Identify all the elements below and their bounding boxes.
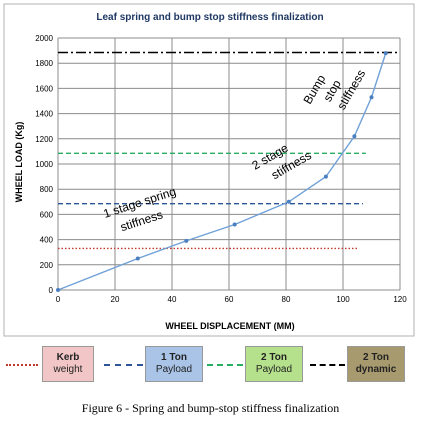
x-tick-label: 60 (225, 295, 234, 304)
legend-label-line2: weight (53, 364, 83, 375)
legend-label-line2: Payload (255, 364, 293, 375)
series-point (383, 51, 388, 56)
legend-entry: Kerb weight (42, 346, 94, 382)
y-tick-label: 1200 (35, 135, 53, 144)
y-tick-label: 600 (40, 210, 54, 219)
legend-swatch (207, 364, 243, 366)
y-tick-label: 1800 (35, 59, 53, 68)
series-point (352, 134, 357, 139)
legend-swatch (104, 364, 143, 366)
legend-swatch (6, 364, 38, 366)
x-tick-label: 80 (282, 295, 291, 304)
x-tick-label: 120 (393, 295, 407, 304)
legend-label-line1: 2 Ton (363, 352, 389, 363)
y-tick-labels: 0 200 400 600 800 1000 1200 1400 1600 1800 2000 (35, 34, 53, 295)
x-tick-label: 0 (56, 295, 61, 304)
series-point (56, 288, 60, 292)
series-point (323, 174, 328, 179)
y-tick-label: 400 (40, 236, 54, 245)
legend-label-line1: 2 Ton (261, 352, 287, 363)
series-point (232, 222, 237, 227)
y-tick-label: 800 (40, 185, 54, 194)
y-tick-label: 0 (49, 286, 54, 295)
series-point (286, 199, 291, 204)
legend-label-line1: Kerb (56, 352, 80, 363)
x-tick-label: 20 (111, 295, 120, 304)
legend-swatch (310, 364, 345, 366)
y-axis-label: WHEEL LOAD (Kg) (14, 122, 24, 203)
x-tick-label: 40 (168, 295, 177, 304)
legend-label-line2: Payload (155, 364, 193, 375)
x-tick-labels: 0 20 40 60 80 100 120 (56, 295, 407, 304)
y-tick-label: 1400 (35, 110, 53, 119)
y-tick-label: 200 (40, 261, 54, 270)
legend-entry: 1 Ton Payload (145, 346, 203, 382)
y-tick-label: 1000 (35, 160, 53, 169)
gridlines (57, 37, 401, 291)
reference-lines (58, 51, 400, 250)
y-tick-label: 2000 (35, 34, 53, 43)
series-point (184, 238, 189, 243)
series-point (135, 256, 140, 261)
legend-entry: 2 Ton dynamic (347, 346, 405, 382)
chart: Leaf spring and bump stop stiffness fina… (3, 3, 415, 337)
figure-caption: Figure 6 - Spring and bump-stop stiffnes… (81, 401, 340, 415)
legend-entry: 2 Ton Payload (245, 346, 303, 382)
series (56, 51, 388, 292)
x-axis-label: WHEEL DISPLACEMENT (MM) (165, 321, 294, 331)
x-tick-label: 100 (336, 295, 350, 304)
chart-title: Leaf spring and bump stop stiffness fina… (96, 12, 323, 23)
series-point (369, 95, 374, 100)
y-tick-label: 1600 (35, 84, 53, 93)
legend-label-line1: 1 Ton (161, 352, 187, 363)
chart-frame (3, 3, 415, 337)
legend-label-line2: dynamic (355, 364, 397, 375)
